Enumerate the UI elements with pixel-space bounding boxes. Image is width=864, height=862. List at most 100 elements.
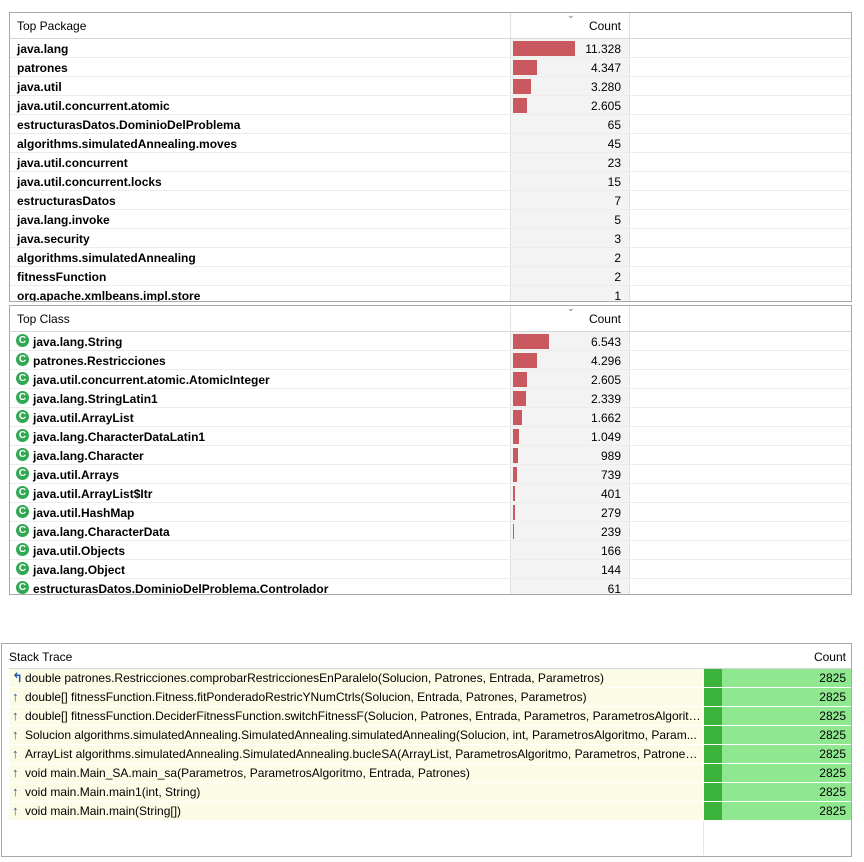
count-bar-cell: 2 — [510, 267, 630, 285]
top-package-header[interactable]: Top Package ⌄ Count — [10, 13, 851, 39]
stack-frame-row[interactable]: ↑ void main.Main_SA.main_sa(Parametros, P… — [9, 764, 851, 783]
stack-frame-cell: ↑ void main.Main.main(String[]) — [9, 802, 703, 820]
count-bar-cell: 65 — [510, 115, 630, 133]
stack-count-bar — [704, 802, 722, 820]
stack-trace-header[interactable]: Stack Trace Count — [9, 644, 851, 669]
stack-frame-row[interactable]: ↑ void main.Main.main(String[]) 2825 — [9, 802, 851, 821]
count-value: 1.049 — [590, 430, 621, 444]
class-name: java.util.Objects — [33, 544, 126, 558]
stack-count-cell: 2825 — [704, 764, 851, 782]
class-name: java.lang.String — [33, 335, 123, 349]
count-bar-cell: 2.605 — [510, 96, 630, 114]
top-class-column-header[interactable]: Top Class — [17, 312, 70, 326]
class-c-icon: C — [16, 448, 29, 461]
stack-count-value: 2825 — [819, 747, 846, 761]
count-bar — [513, 79, 531, 94]
package-row[interactable]: estructurasDatos 7 — [10, 191, 851, 210]
package-name: patrones — [17, 61, 68, 75]
count-bar-cell: 6.543 — [510, 332, 630, 350]
class-c-icon: C — [16, 505, 29, 518]
package-row[interactable]: algorithms.simulatedAnnealing.moves 45 — [10, 134, 851, 153]
package-row[interactable]: java.util 3.280 — [10, 77, 851, 96]
package-name: java.security — [17, 232, 90, 246]
package-row[interactable]: fitnessFunction 2 — [10, 267, 851, 286]
class-c-icon: C — [16, 372, 29, 385]
stack-frame-row[interactable]: ↑ void main.Main.main1(int, String) 2825 — [9, 783, 851, 802]
package-row[interactable]: java.util.concurrent.locks 15 — [10, 172, 851, 191]
stack-frame-row[interactable]: ↰ double patrones.Restricciones.comprobar… — [9, 669, 851, 688]
stack-count-value: 2825 — [819, 785, 846, 799]
package-name: org.apache.xmlbeans.impl.store — [17, 289, 201, 302]
stack-count-bar — [704, 783, 722, 801]
count-value: 239 — [600, 525, 621, 539]
stack-frame-row[interactable]: ↑ double[] fitnessFunction.DeciderFitness… — [9, 707, 851, 726]
package-row[interactable]: java.lang.invoke 5 — [10, 210, 851, 229]
package-name: java.util — [17, 80, 62, 94]
stack-frame-row[interactable]: ↑ ArrayList algorithms.simulatedAnnealing… — [9, 745, 851, 764]
count-bar-cell: 1.049 — [510, 427, 630, 445]
stack-frame-text: void main.Main_SA.main_sa(Parametros, Pa… — [25, 766, 470, 780]
stack-frame-row[interactable]: ↑ Solucion algorithms.simulatedAnnealing.… — [9, 726, 851, 745]
count-bar-cell: 4.347 — [510, 58, 630, 76]
package-row[interactable]: org.apache.xmlbeans.impl.store 1 — [10, 286, 851, 302]
count-bar-cell: 144 — [510, 560, 630, 578]
class-c-icon: C — [16, 467, 29, 480]
package-row[interactable]: estructurasDatos.DominioDelProblema 65 — [10, 115, 851, 134]
count-column-header[interactable]: Count — [588, 19, 621, 33]
package-row[interactable]: java.lang 11.328 — [10, 39, 851, 58]
stack-count-cell: 2825 — [704, 802, 851, 820]
count-value: 739 — [600, 468, 621, 482]
top-package-panel: Top Package ⌄ Count java.lang 11.328 patro… — [9, 12, 852, 302]
class-name: java.util.ArrayList$Itr — [33, 487, 153, 501]
count-value: 2.605 — [590, 99, 621, 113]
stack-count-cell: 2825 — [704, 707, 851, 725]
stack-count-value: 2825 — [819, 804, 846, 818]
count-value: 11.328 — [585, 42, 621, 56]
stack-count-column-header[interactable]: Count — [813, 650, 846, 664]
count-column-header[interactable]: Count — [588, 312, 621, 326]
count-value: 2 — [614, 251, 621, 265]
top-class-header[interactable]: Top Class ⌄ Count — [10, 306, 851, 332]
count-bar-column-header[interactable]: ⌄ Count — [510, 306, 630, 331]
count-bar-cell: 45 — [510, 134, 630, 152]
package-row[interactable]: java.util.concurrent 23 — [10, 153, 851, 172]
package-name: estructurasDatos.DominioDelProblema — [17, 118, 241, 132]
count-value: 989 — [600, 449, 621, 463]
count-value: 4.347 — [590, 61, 621, 75]
stack-frame-cell: ↰ double patrones.Restricciones.comprobar… — [9, 669, 703, 687]
package-name: java.util.concurrent — [17, 156, 128, 170]
count-bar — [513, 429, 519, 444]
count-bar-column-header[interactable]: ⌄ Count — [510, 13, 630, 38]
class-name: java.lang.CharacterDataLatin1 — [33, 430, 206, 444]
count-value: 15 — [607, 175, 621, 189]
stack-frame-row[interactable]: ↑ double[] fitnessFunction.Fitness.fitPon… — [9, 688, 851, 707]
package-row[interactable]: algorithms.simulatedAnnealing 2 — [10, 248, 851, 267]
top-package-column-header[interactable]: Top Package — [17, 19, 87, 33]
stack-count-cell: 2825 — [704, 688, 851, 706]
class-name: java.lang.StringLatin1 — [33, 392, 158, 406]
stack-count-bar — [704, 764, 722, 782]
stack-trace-column-header[interactable]: Stack Trace — [9, 650, 73, 664]
package-row[interactable]: java.util.concurrent.atomic 2.605 — [10, 96, 851, 115]
count-bar-cell: 2.605 — [510, 370, 630, 388]
count-bar — [513, 448, 518, 463]
package-row[interactable]: java.security 3 — [10, 229, 851, 248]
package-row[interactable]: patrones 4.347 — [10, 58, 851, 77]
stack-count-bar — [704, 669, 722, 687]
class-c-icon: C — [16, 410, 29, 423]
package-name: java.lang.invoke — [17, 213, 110, 227]
